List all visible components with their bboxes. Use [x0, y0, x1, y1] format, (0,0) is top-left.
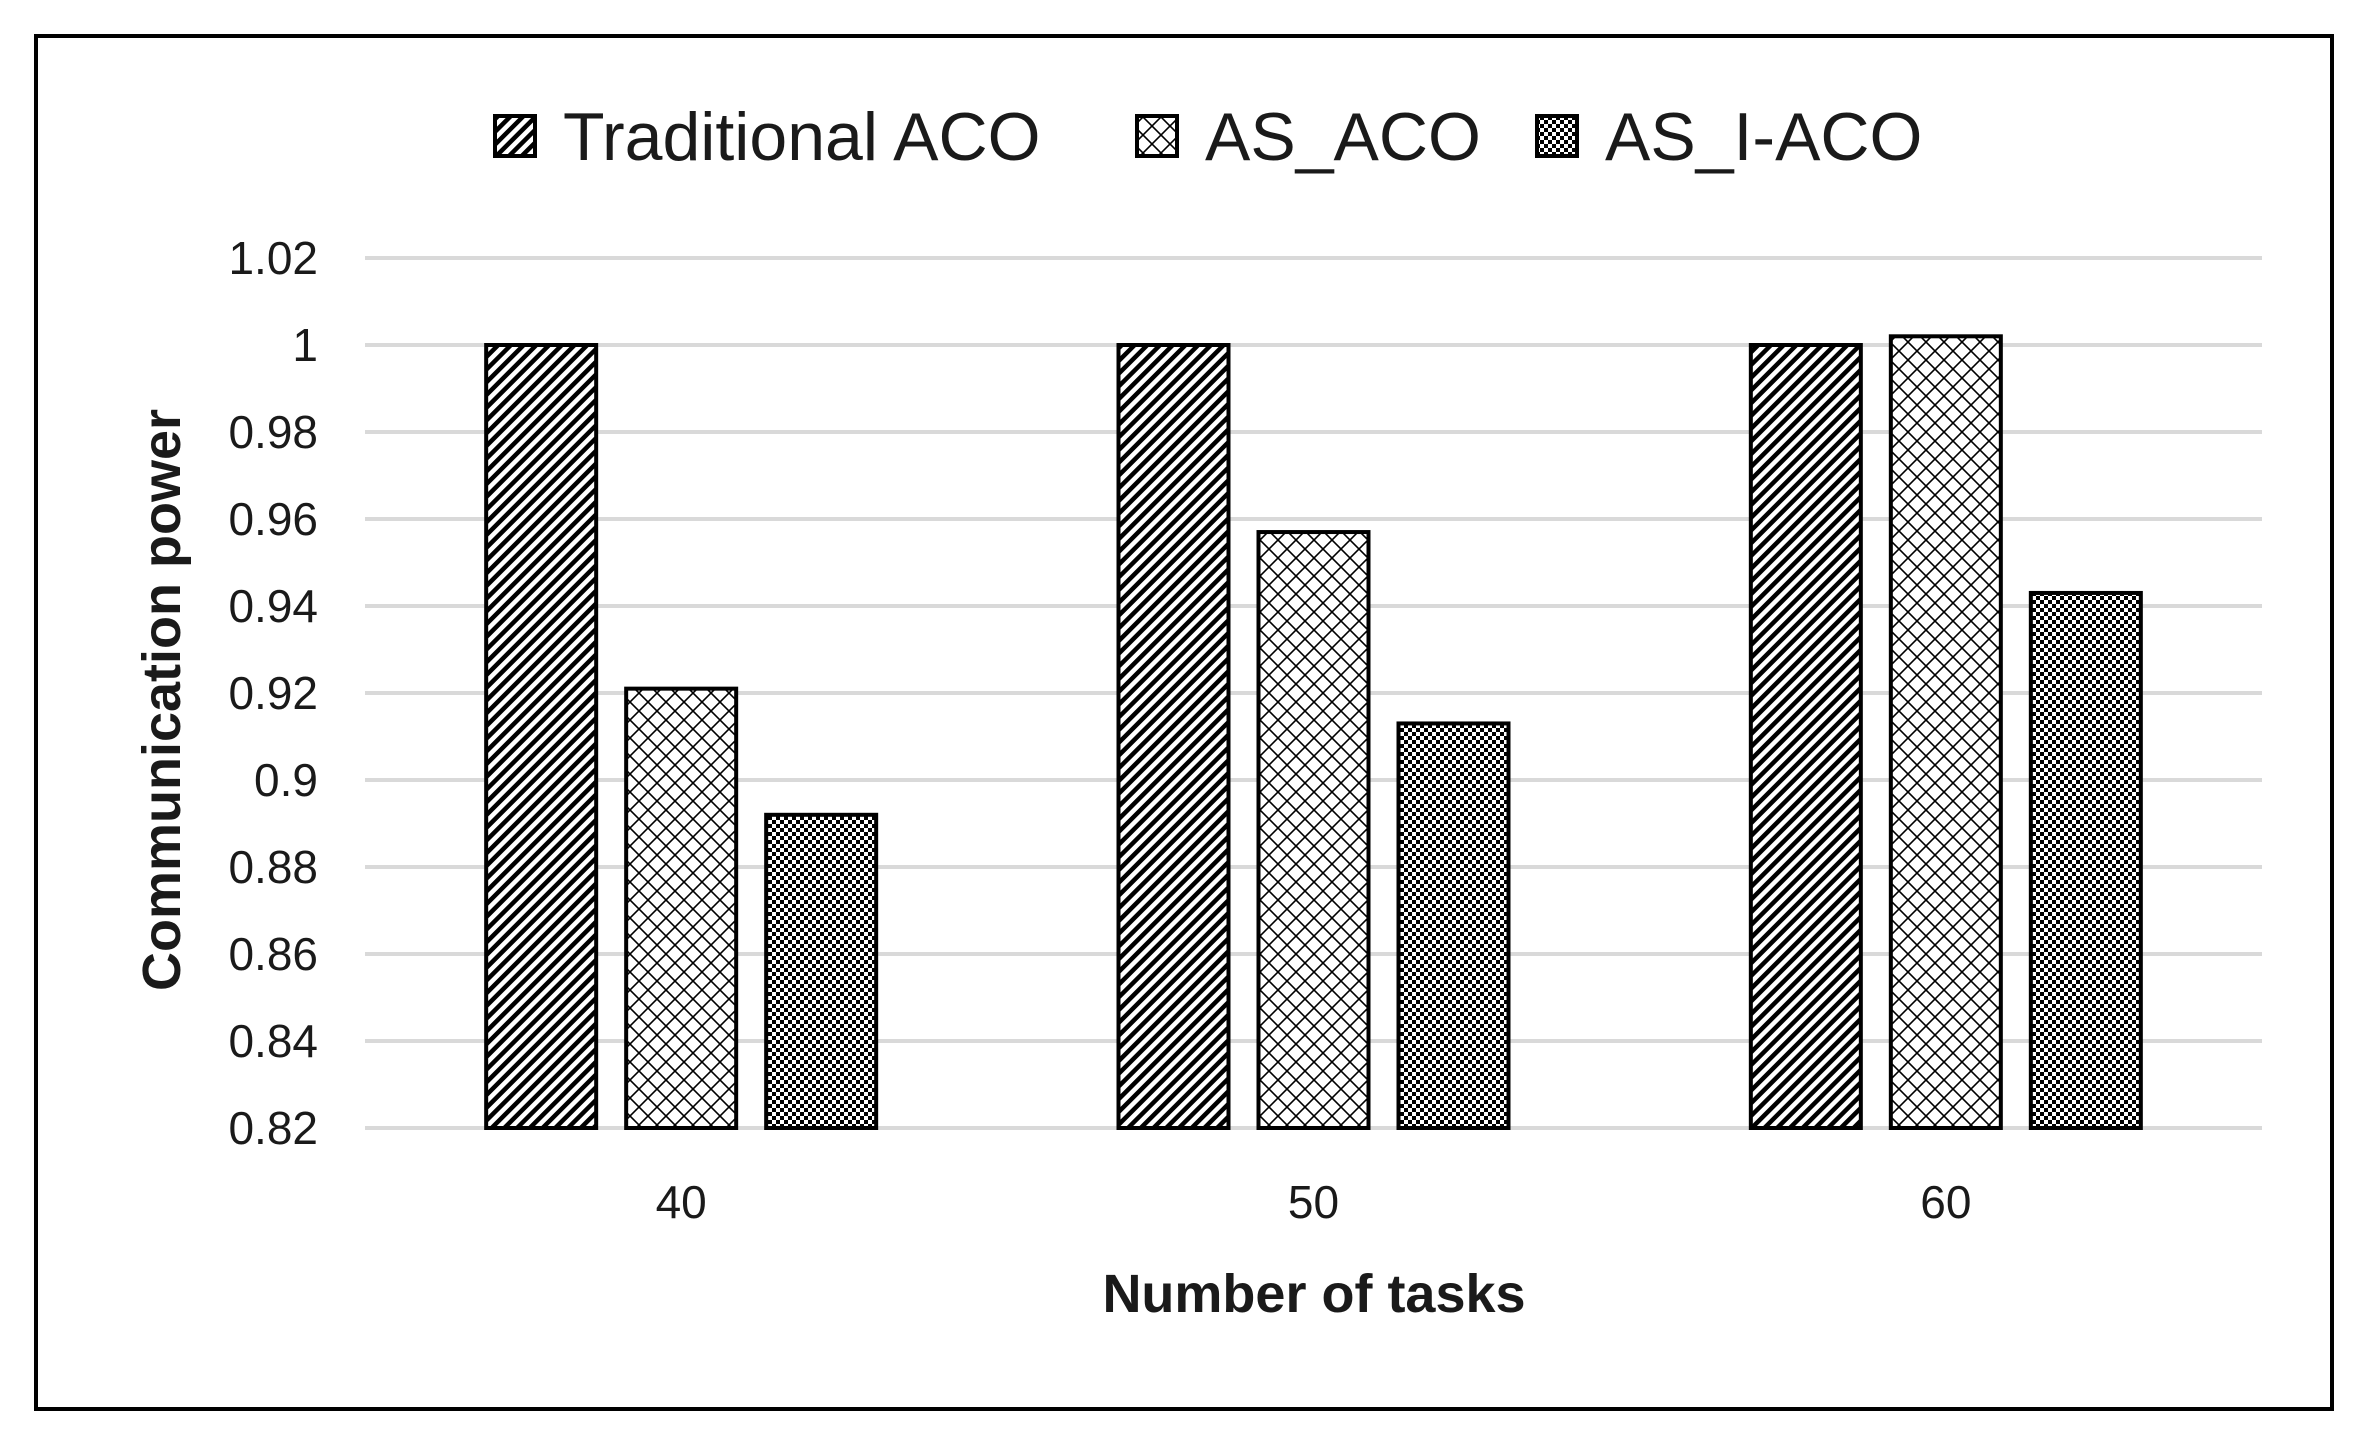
- bar-traditional-aco-60: [1748, 343, 1863, 1130]
- x-axis-title: Number of tasks: [1102, 1264, 1525, 1324]
- y-tick-label: 1.02: [228, 232, 318, 284]
- y-tick-label: 0.94: [228, 580, 318, 632]
- x-tick-label: 60: [1920, 1176, 1971, 1228]
- x-tick-label: 50: [1288, 1176, 1339, 1228]
- y-axis-ticks: 0.82 0.84 0.86 0.88 0.9 0.92 0.94 0.96 0.98 1 1.02: [228, 232, 318, 1154]
- y-tick-label: 0.82: [228, 1102, 318, 1154]
- y-tick-label: 0.9: [254, 754, 318, 806]
- bar-traditional-aco-40: [484, 343, 599, 1130]
- bar-as-i-aco-60: [2028, 590, 2143, 1130]
- bar-as-aco-40: [624, 686, 739, 1131]
- y-tick-label: 0.88: [228, 841, 318, 893]
- bar-traditional-aco-50: [1116, 343, 1231, 1130]
- bar-as-i-aco-50: [1396, 721, 1511, 1130]
- y-tick-label: 1: [292, 319, 318, 371]
- x-tick-label: 40: [656, 1176, 707, 1228]
- bar-as-i-aco-40: [764, 812, 879, 1130]
- y-tick-label: 0.98: [228, 406, 318, 458]
- legend-label: Traditional ACO: [563, 99, 1040, 175]
- x-axis-ticks: 40 50 60: [656, 1176, 1972, 1228]
- legend-label: AS_I-ACO: [1605, 99, 1922, 175]
- legend-label: AS_ACO: [1205, 99, 1481, 175]
- y-tick-label: 0.96: [228, 493, 318, 545]
- legend-swatch: [1135, 114, 1179, 158]
- legend: Traditional ACO AS_ACO AS_I-ACO: [493, 99, 1922, 175]
- legend-swatch: [493, 114, 537, 158]
- bar-as-aco-50: [1256, 530, 1371, 1130]
- bar-as-aco-60: [1888, 334, 2003, 1130]
- y-axis-title: Communication power: [132, 409, 192, 991]
- y-tick-label: 0.84: [228, 1015, 318, 1067]
- y-tick-label: 0.92: [228, 667, 318, 719]
- legend-swatch: [1535, 114, 1579, 158]
- bars: [484, 334, 2143, 1131]
- y-tick-label: 0.86: [228, 928, 318, 980]
